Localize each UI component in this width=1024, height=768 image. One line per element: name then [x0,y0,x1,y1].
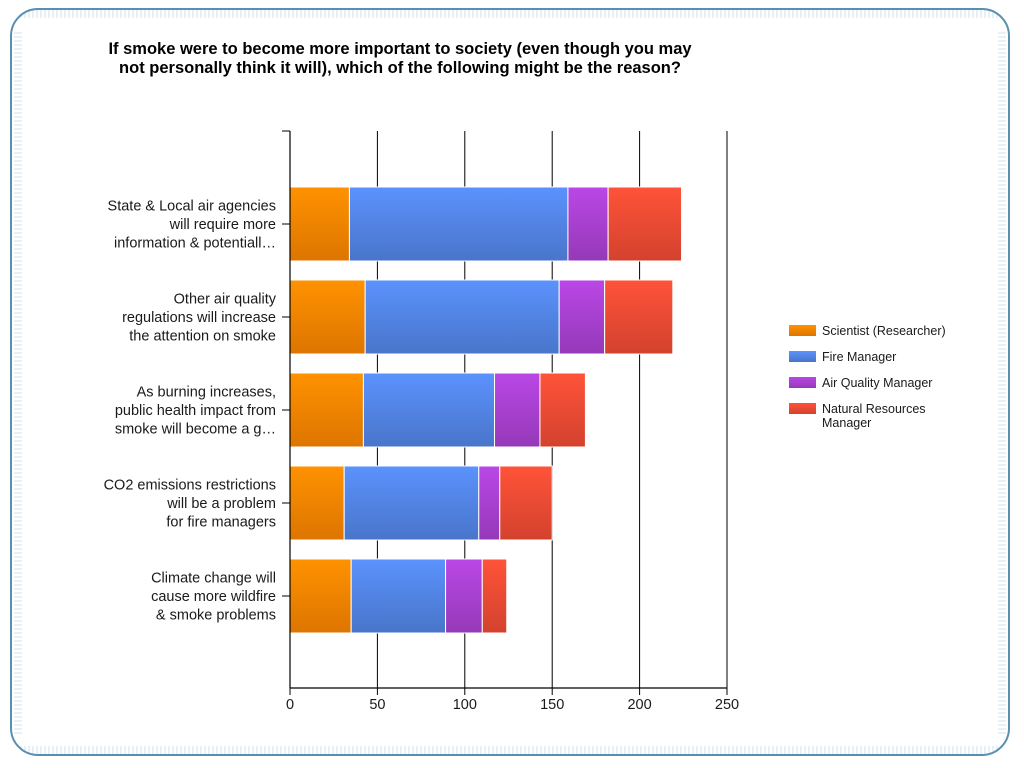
legend-swatch [789,377,816,388]
legend-label: Air Quality Manager [822,376,932,390]
bar-segment [445,558,483,634]
category-label: CO2 emissions restrictions will be a prob… [104,478,276,531]
bar-segment [604,279,674,355]
bar-segment [494,372,541,448]
legend-label: Fire Manager [822,350,896,364]
x-tick-label: 50 [369,697,385,713]
bar-segment [364,279,560,355]
x-tick-label: 100 [453,697,477,713]
legend-swatch [789,403,816,414]
bar-segment [350,558,447,634]
bar-segment [289,465,345,541]
bar-segment [539,372,586,448]
bar-segment [499,465,553,541]
category-label: As burning increases, public health impac… [115,385,276,438]
bar-segment [289,558,352,634]
bar-segment [348,186,569,262]
legend-swatch [789,325,816,336]
bar-segment [558,279,606,355]
bar-segment [481,558,508,634]
bar-segment [289,372,364,448]
bar-segment [607,186,683,262]
bar-segment [289,279,366,355]
legend-label: Natural Resources Manager [822,402,926,430]
bar-segment [362,372,496,448]
legend-label: Scientist (Researcher) [822,324,946,338]
category-label: Climate change will cause more wildfire & … [151,571,276,624]
x-tick-label: 200 [627,697,651,713]
bar-segment [343,465,480,541]
x-tick-label: 0 [286,697,294,713]
x-tick-label: 250 [715,697,739,713]
category-label: State & Local air agencies will require m… [108,199,276,252]
chart-title: If smoke were to become more important t… [108,40,692,77]
x-tick-label: 150 [540,697,564,713]
category-label: Other air quality regulations will increa… [122,292,277,345]
bar-segment [567,186,609,262]
bar-segment [478,465,501,541]
legend-swatch [789,351,816,362]
bar-segment [289,186,350,262]
